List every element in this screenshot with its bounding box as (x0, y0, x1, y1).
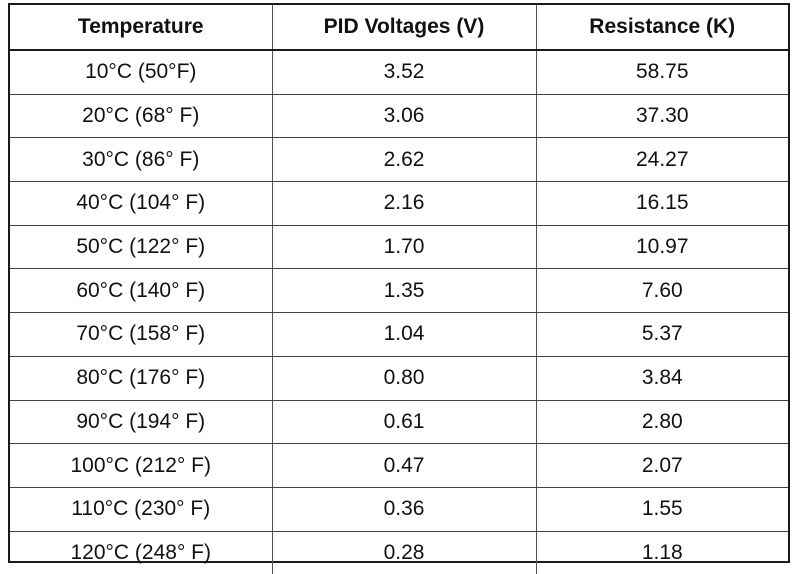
temperature-cell: 30°C (86° F) (10, 137, 273, 183)
voltage-cell: 1.35 (272, 268, 537, 314)
data-table-frame: Temperature PID Voltages (V) Resistance … (8, 3, 790, 574)
temperature-cell: 10°C (50°F) (10, 50, 273, 95)
header-temperature: Temperature (10, 5, 273, 51)
header-resistance: Resistance (K) (536, 5, 788, 51)
table-row: 40°C (104° F) 2.16 16.15 (10, 181, 788, 226)
voltage-cell: 0.61 (272, 400, 537, 445)
resistance-cell: 2.80 (536, 400, 788, 445)
temperature-cell: 100°C (212° F) (10, 443, 273, 488)
table-header-row: Temperature PID Voltages (V) Resistance … (10, 5, 788, 51)
table-row: 90°C (194° F) 0.61 2.80 (10, 400, 788, 445)
temperature-cell: 70°C (158° F) (10, 312, 273, 357)
resistance-cell: 1.18 (641, 540, 683, 564)
voltage-cell: 1.04 (272, 312, 537, 357)
temperature-cell: 90°C (194° F) (10, 400, 273, 445)
table-row: 60°C (140° F) 1.35 7.60 (10, 268, 788, 314)
resistance-cell: 2.07 (536, 443, 788, 488)
resistance-cell: 5.37 (536, 312, 788, 357)
resistance-cell: 1.55 (536, 487, 788, 532)
resistance-cell: 10.97 (536, 225, 788, 270)
resistance-cell: 16.15 (536, 181, 788, 226)
table-row: 50°C (122° F) 1.70 10.97 (10, 225, 788, 270)
voltage-cell: 1.70 (272, 225, 537, 270)
table-row: 70°C (158° F) 1.04 5.37 (10, 312, 788, 357)
table-row: 110°C (230° F) 0.36 1.55 (10, 487, 788, 532)
temperature-cell: 110°C (230° F) (10, 487, 273, 532)
table-row: 20°C (68° F) 3.06 37.30 (10, 94, 788, 139)
temperature-voltage-resistance-table: Temperature PID Voltages (V) Resistance … (10, 5, 788, 574)
table-row: 10°C (50°F) 3.52 58.75 (10, 50, 788, 95)
voltage-cell: 3.06 (272, 94, 537, 139)
voltage-cell: 0.80 (272, 356, 537, 401)
temperature-cell: 20°C (68° F) (10, 94, 273, 139)
temperature-cell: 40°C (104° F) (10, 181, 273, 226)
voltage-cell: 0.47 (272, 443, 537, 488)
temperature-cell: 60°C (140° F) (10, 268, 273, 314)
voltage-cell: 3.52 (272, 50, 537, 95)
temperature-cell: 50°C (122° F) (10, 225, 273, 270)
temperature-cell: 80°C (176° F) (10, 356, 273, 401)
voltage-cell: 0.36 (272, 487, 537, 532)
resistance-cell: 58.75 (536, 50, 788, 95)
resistance-cell: 3.84 (536, 356, 788, 401)
header-pid-voltages: PID Voltages (V) (272, 5, 537, 51)
table-row: 100°C (212° F) 0.47 2.07 (10, 443, 788, 488)
table-row: 80°C (176° F) 0.80 3.84 (10, 356, 788, 401)
resistance-cell: 7.60 (536, 268, 788, 314)
voltage-cell: 0.28 (272, 531, 537, 574)
table-row: 30°C (86° F) 2.62 24.27 (10, 137, 788, 183)
resistance-cell: 24.27 (536, 137, 788, 183)
voltage-cell: 2.62 (272, 137, 537, 183)
table-row: 120°C (248° F) 0.28 1.18 (10, 531, 788, 574)
temperature-cell: 120°C (248° F) (10, 531, 273, 574)
voltage-cell: 2.16 (272, 181, 537, 226)
resistance-cell: 37.30 (536, 94, 788, 139)
